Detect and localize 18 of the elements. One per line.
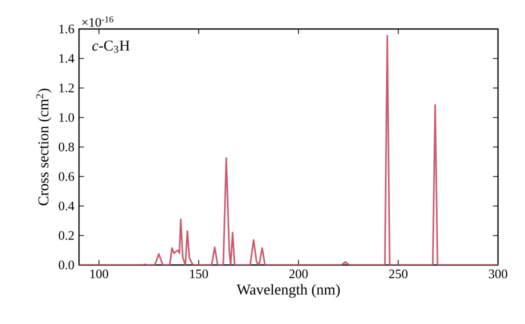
y-tick-label: 1.2 bbox=[59, 84, 74, 92]
y-tick-label: 0.2 bbox=[58, 231, 74, 240]
x-tick-label: 250 bbox=[389, 270, 408, 278]
x-tick-label: 150 bbox=[190, 270, 208, 278]
y-tick-label: 1.6 bbox=[59, 24, 74, 34]
y-axis-title: Cross section (cm$^{2}$) bbox=[36, 88, 52, 206]
x-tick-label: 300 bbox=[488, 270, 508, 278]
x-tick-label: 200 bbox=[289, 270, 308, 278]
text: ×10$^{-16}$ bbox=[82, 16, 114, 27]
y-tick-label: 0.8 bbox=[58, 142, 74, 152]
y-tick-label: 0.0 bbox=[58, 260, 74, 270]
y-tick-label: 0.4 bbox=[58, 202, 74, 210]
text: c-C$_{3}$H bbox=[92, 40, 130, 53]
y-tick-label: 0.6 bbox=[58, 172, 74, 181]
x-tick-label: 100 bbox=[90, 270, 108, 278]
y-tick-label: 1.0 bbox=[59, 113, 74, 122]
x-axis-title: Wavelength (nm) bbox=[236, 284, 340, 298]
y-tick-label: 1.4 bbox=[59, 54, 74, 63]
